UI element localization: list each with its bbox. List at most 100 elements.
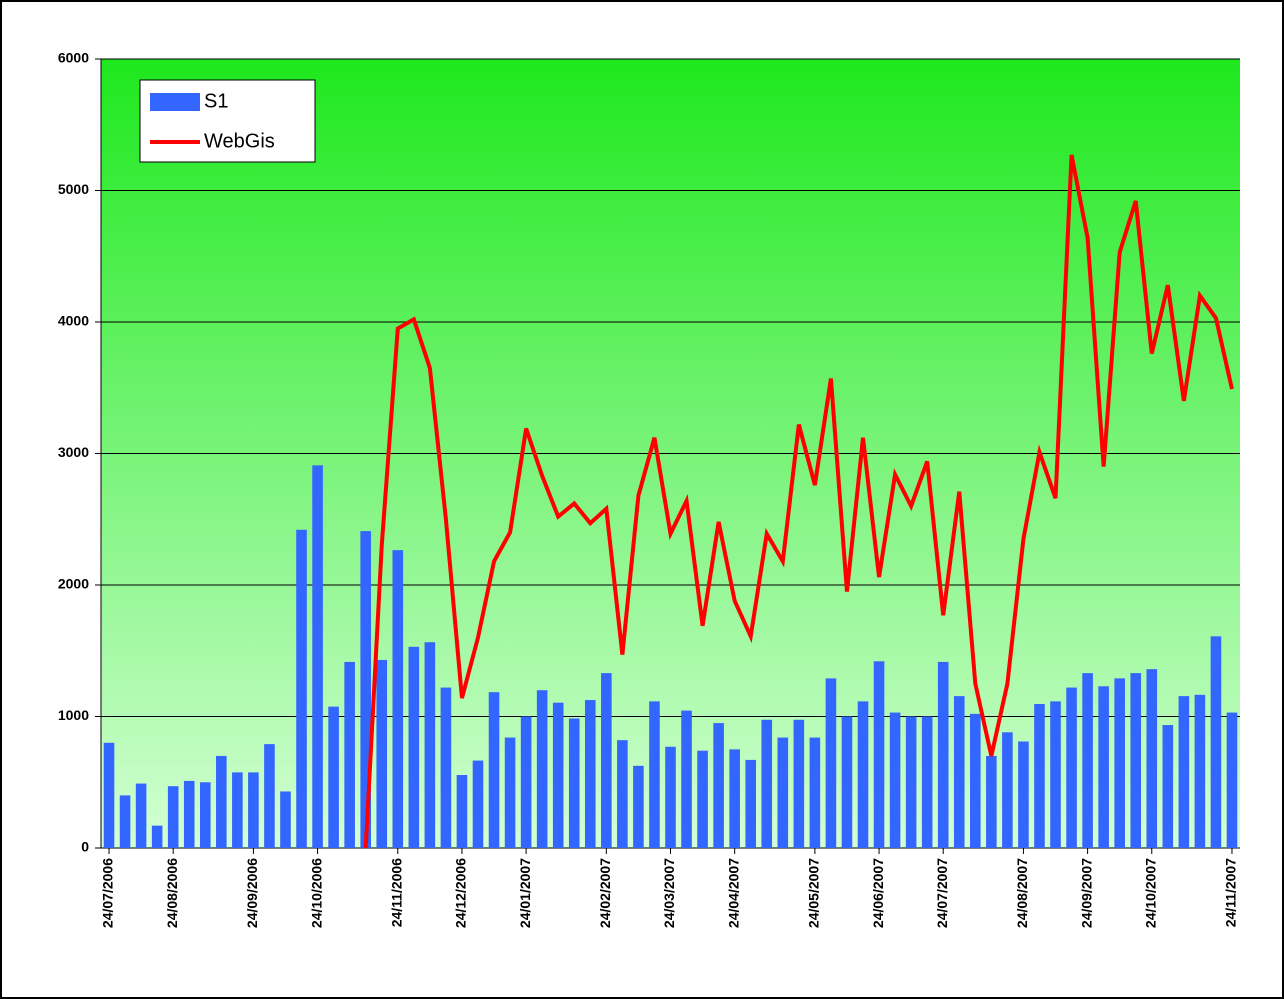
bar: [713, 723, 724, 848]
bar: [424, 642, 436, 848]
x-tick-label: 24/04/2007: [725, 858, 741, 928]
bar: [873, 661, 885, 848]
bar: [649, 701, 660, 848]
bar: [1002, 732, 1013, 848]
bar: [697, 750, 708, 848]
x-tick-label: 24/02/2007: [597, 858, 613, 928]
x-tick-label: 24/12/2006: [453, 858, 469, 928]
bar: [633, 765, 644, 848]
bar: [617, 740, 628, 848]
bar: [119, 795, 131, 848]
bar: [1098, 686, 1109, 848]
y-tick-label: 0: [81, 839, 89, 855]
bar: [472, 760, 484, 848]
bar: [584, 700, 596, 848]
bar: [937, 661, 949, 848]
bar: [504, 737, 516, 848]
bar: [1130, 673, 1142, 848]
bar: [921, 716, 933, 848]
bar: [248, 772, 259, 848]
x-tick-label: 24/05/2007: [806, 858, 822, 928]
bar: [1050, 701, 1061, 848]
bar: [312, 465, 323, 848]
bar: [809, 737, 821, 848]
bar: [1114, 678, 1125, 848]
bar: [777, 737, 789, 848]
x-tick-label: 24/11/2006: [388, 858, 404, 928]
bar: [1162, 725, 1174, 848]
x-tick-label: 24/08/2006: [164, 858, 180, 928]
bar: [520, 716, 532, 848]
bar: [103, 742, 115, 848]
x-tick-label: 24/07/2007: [934, 858, 950, 928]
x-tick-label: 24/03/2007: [661, 858, 677, 928]
bar: [344, 661, 355, 848]
bar: [905, 716, 917, 848]
bar: [232, 772, 243, 848]
bar: [1018, 741, 1029, 848]
legend-swatch: [150, 93, 200, 111]
bar: [665, 746, 676, 848]
x-tick-label: 24/06/2007: [870, 858, 886, 928]
bar: [216, 755, 227, 848]
bar: [183, 780, 195, 848]
bar: [1194, 694, 1206, 848]
y-tick-label: 4000: [58, 313, 89, 329]
x-tick-label: 24/09/2007: [1078, 858, 1094, 928]
bar: [1226, 712, 1238, 848]
bar: [1082, 673, 1093, 848]
x-tick-label: 24/10/2007: [1142, 858, 1158, 928]
y-tick-label: 3000: [58, 444, 89, 460]
x-tick-label: 24/01/2007: [517, 858, 533, 928]
bar: [1034, 704, 1045, 848]
bar: [601, 673, 612, 848]
legend-label: S1: [204, 90, 228, 112]
bar: [793, 719, 805, 848]
bar: [392, 550, 404, 848]
line: [363, 154, 1234, 849]
bar: [761, 719, 773, 848]
bar: [857, 701, 869, 848]
bar: [408, 646, 420, 848]
x-tick-label: 24/11/2007: [1223, 858, 1239, 928]
bar: [729, 749, 740, 848]
bar: [841, 716, 853, 848]
bar: [1178, 696, 1190, 848]
bar: [376, 659, 388, 848]
bar: [745, 759, 757, 848]
bar: [970, 713, 981, 848]
bar: [440, 687, 452, 848]
x-tick-label: 24/07/2006: [100, 858, 116, 928]
bar: [889, 712, 901, 848]
bar: [1210, 636, 1222, 848]
bar: [825, 678, 837, 848]
bar: [296, 529, 307, 848]
bar: [360, 531, 371, 848]
bar: [456, 775, 468, 848]
legend-label: WebGis: [204, 130, 275, 152]
bar: [536, 690, 548, 848]
bar: [199, 782, 211, 848]
bar: [151, 825, 163, 848]
bar: [1066, 687, 1077, 848]
y-tick-label: 1000: [58, 707, 89, 723]
bar: [488, 692, 500, 848]
bar: [167, 786, 179, 848]
bar: [328, 706, 339, 848]
x-tick-label: 24/10/2006: [308, 858, 324, 928]
x-tick-label: 24/08/2007: [1014, 858, 1030, 928]
bar: [264, 744, 275, 848]
bar: [552, 702, 564, 848]
bar: [986, 755, 997, 848]
bar: [280, 791, 291, 848]
bar: [681, 710, 692, 848]
bar: [568, 718, 580, 848]
x-tick-label: 24/09/2006: [244, 858, 260, 928]
bar: [953, 696, 965, 848]
bar: [135, 783, 147, 848]
y-tick-label: 2000: [58, 576, 89, 592]
y-tick-label: 5000: [58, 181, 89, 197]
y-tick-label: 6000: [58, 50, 89, 66]
bar: [1146, 669, 1158, 848]
